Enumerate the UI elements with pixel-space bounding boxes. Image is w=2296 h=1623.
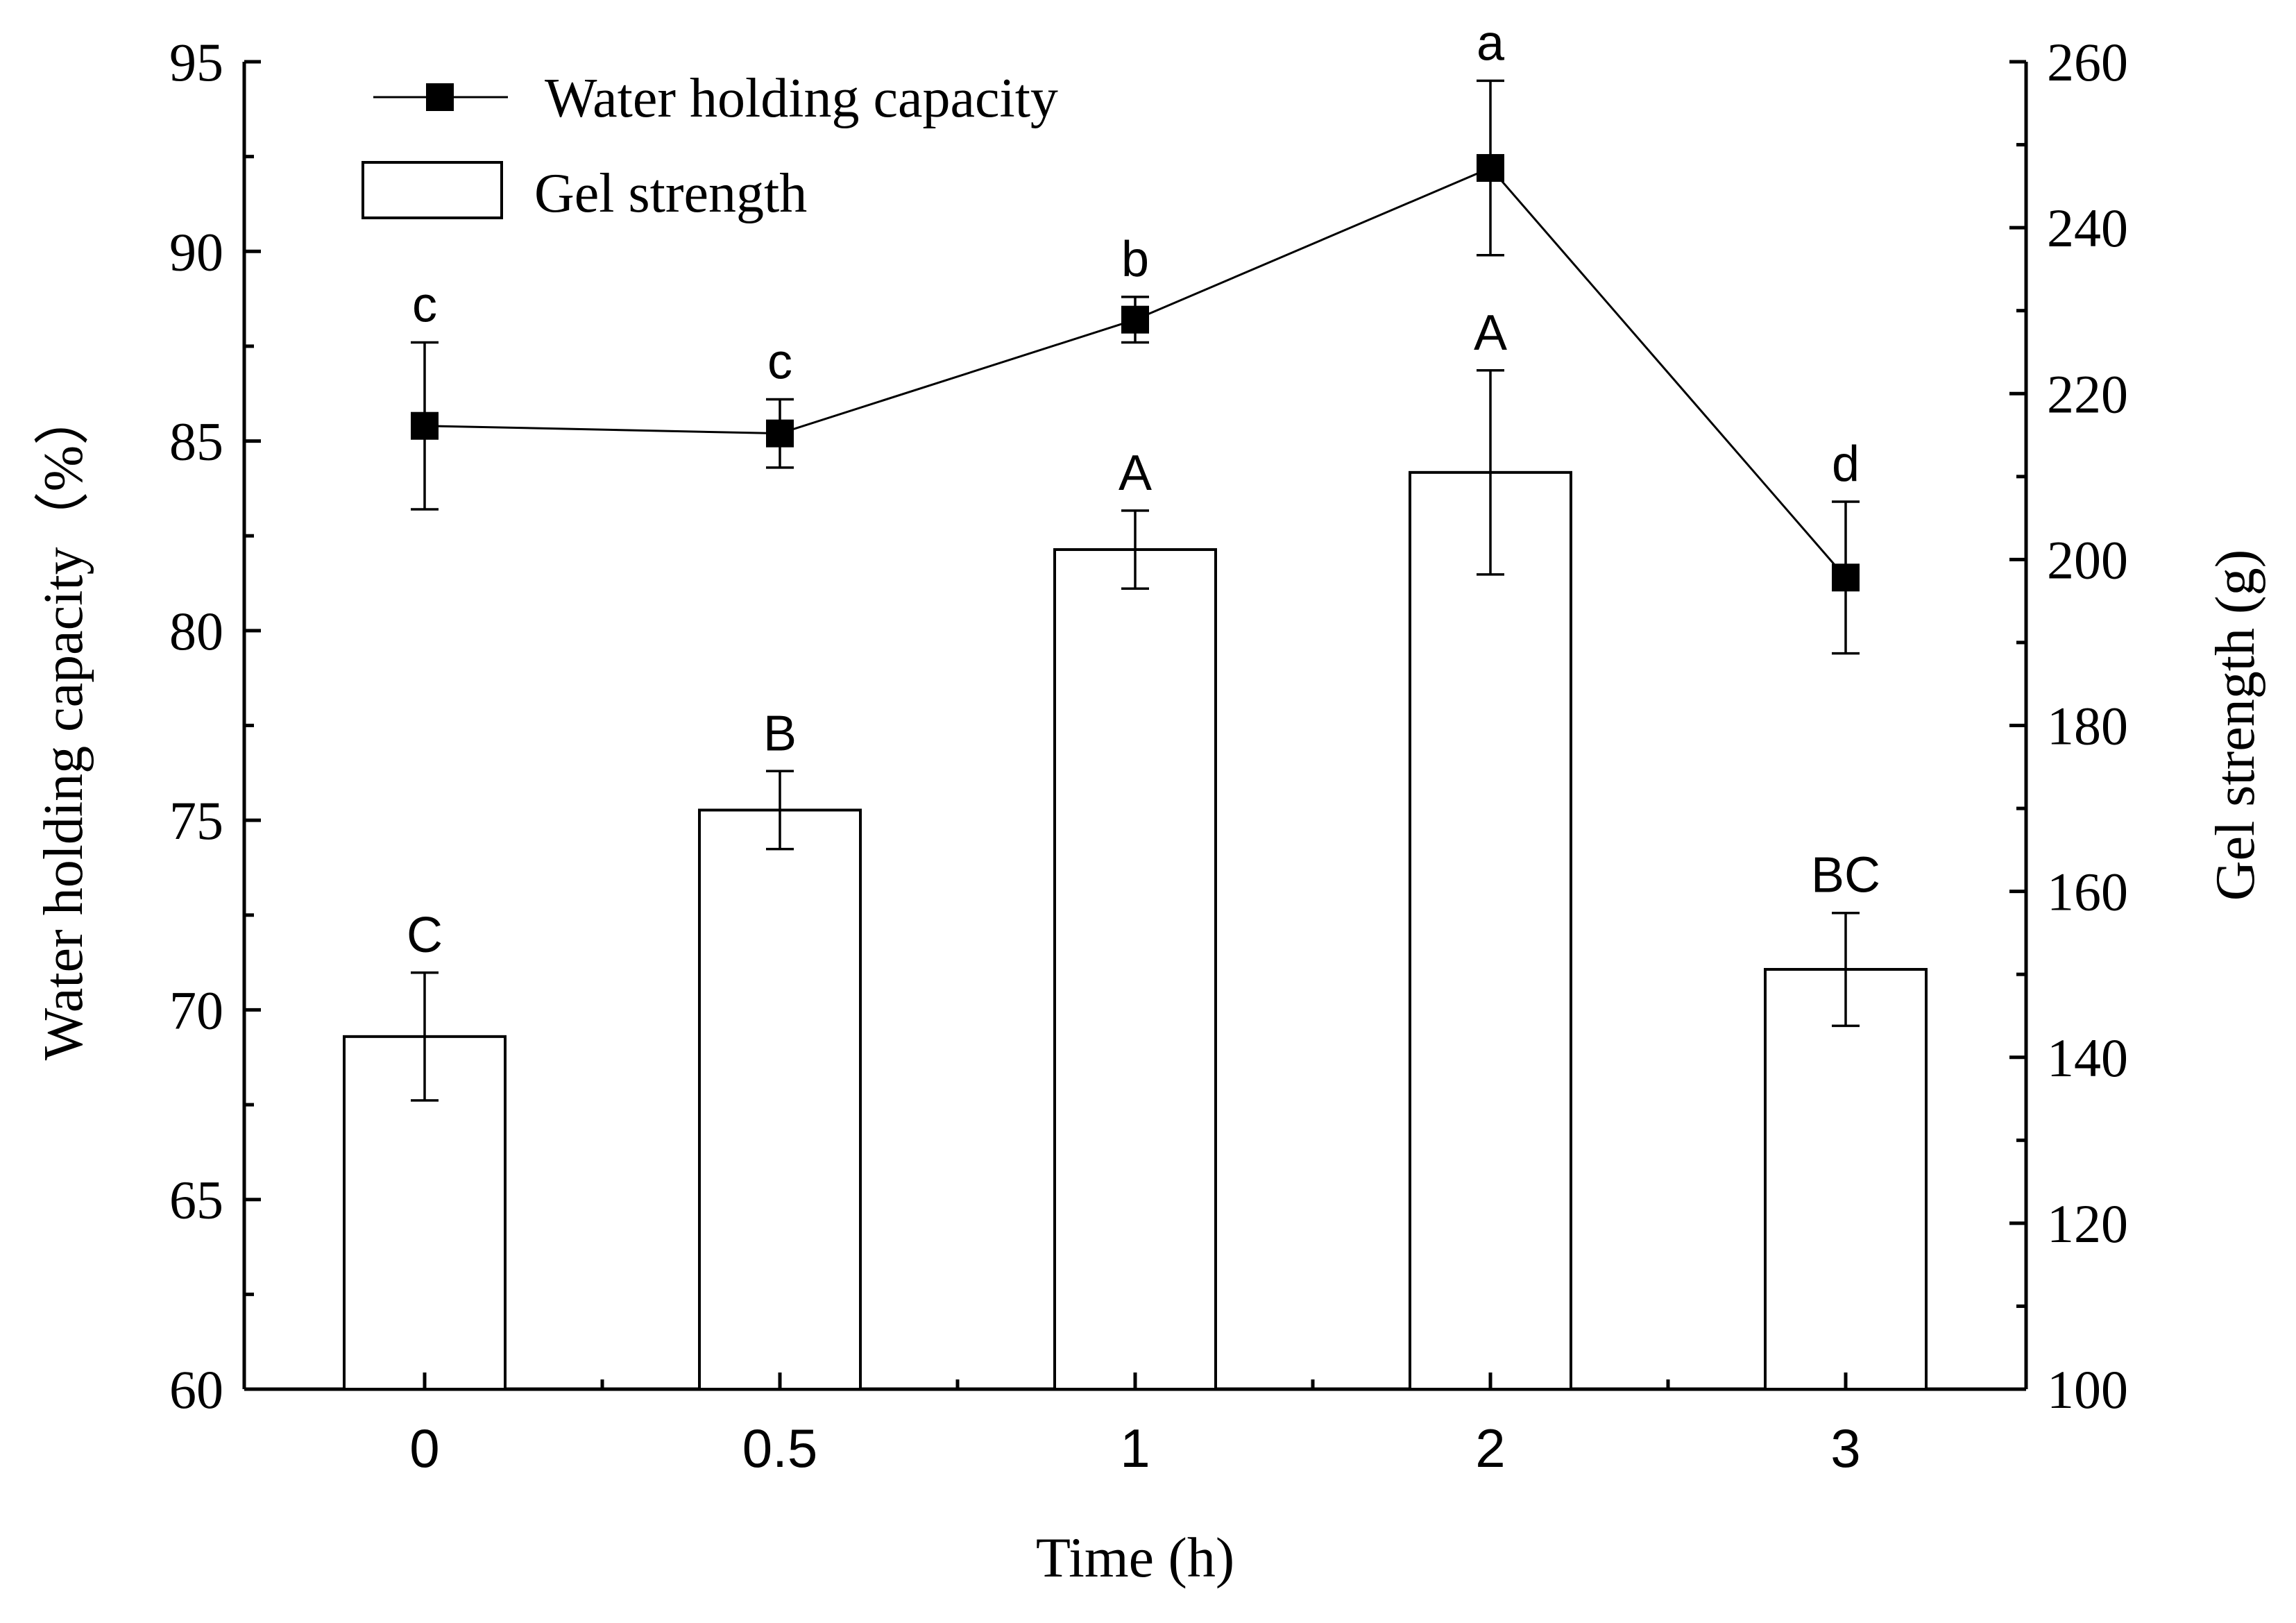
x-tick-label-0: 0 xyxy=(409,1418,439,1479)
left-y-tick-label-5: 85 xyxy=(169,411,223,472)
point-significance-label-1: c xyxy=(767,334,792,389)
bar-4 xyxy=(1764,968,1928,1391)
right-y-tick-label-6: 220 xyxy=(2047,364,2128,424)
x-axis-title: Time (h) xyxy=(1036,1526,1234,1589)
left-y-axis-title: Water holding capacity（%） xyxy=(33,390,94,1061)
point-significance-label-0: c xyxy=(412,277,437,332)
left-y-tick-label-4: 80 xyxy=(169,601,223,661)
bar-1 xyxy=(698,808,862,1391)
bar-2 xyxy=(1053,548,1217,1391)
right-y-tick-label-0: 100 xyxy=(2047,1359,2128,1420)
axis-ticks-group xyxy=(242,60,2026,1391)
left-y-tick-label-3: 75 xyxy=(169,790,223,851)
point-marker-1 xyxy=(766,419,794,448)
right-y-tick-label-5: 200 xyxy=(2047,529,2128,590)
bar-significance-label-1: B xyxy=(763,706,797,761)
legend-square-marker-icon xyxy=(426,83,454,111)
left-y-tick-label-7: 95 xyxy=(169,32,223,92)
point-marker-2 xyxy=(1121,305,1149,334)
bar-significance-label-3: A xyxy=(1474,305,1507,361)
left-y-tick-label-1: 65 xyxy=(169,1170,223,1230)
point-marker-3 xyxy=(1477,154,1504,182)
labels-group: CBAABCccbad60657075808590951001201401601… xyxy=(169,15,2128,1479)
x-tick-label-4: 3 xyxy=(1830,1418,1860,1479)
legend-label-gel-strength: Gel strength xyxy=(534,163,807,224)
right-y-tick-label-4: 180 xyxy=(2047,696,2128,756)
left-y-tick-label-6: 90 xyxy=(169,221,223,282)
bar-significance-label-4: BC xyxy=(1811,848,1880,903)
legend: Water holding capacity Gel strength xyxy=(362,68,1058,224)
legend-label-water-holding-capacity: Water holding capacity xyxy=(545,68,1058,129)
x-tick-label-3: 2 xyxy=(1475,1418,1505,1479)
x-tick-label-2: 1 xyxy=(1120,1418,1150,1479)
x-tick-label-1: 0.5 xyxy=(742,1418,817,1479)
point-marker-4 xyxy=(1832,563,1860,592)
right-y-tick-label-7: 240 xyxy=(2047,198,2128,258)
left-y-tick-label-2: 70 xyxy=(169,980,223,1040)
right-y-tick-label-3: 160 xyxy=(2047,862,2128,922)
right-y-axis-title: Gel strength (g) xyxy=(2205,550,2266,901)
bar-3 xyxy=(1409,470,1572,1391)
right-y-tick-label-1: 120 xyxy=(2047,1193,2128,1254)
bars-group xyxy=(343,470,1928,1391)
bar-significance-label-2: A xyxy=(1119,445,1152,501)
point-significance-label-2: b xyxy=(1121,232,1149,287)
left-y-tick-label-0: 60 xyxy=(169,1359,223,1420)
point-significance-label-3: a xyxy=(1477,15,1505,71)
right-y-tick-label-8: 260 xyxy=(2047,32,2128,92)
point-marker-0 xyxy=(411,411,439,440)
bar-significance-label-0: C xyxy=(407,908,443,963)
point-significance-label-4: d xyxy=(1832,436,1860,492)
right-y-tick-label-2: 140 xyxy=(2047,1028,2128,1088)
line-series-group xyxy=(411,79,1860,655)
bar-error-bars-group xyxy=(411,369,1860,1102)
legend-bar-swatch xyxy=(362,161,503,219)
